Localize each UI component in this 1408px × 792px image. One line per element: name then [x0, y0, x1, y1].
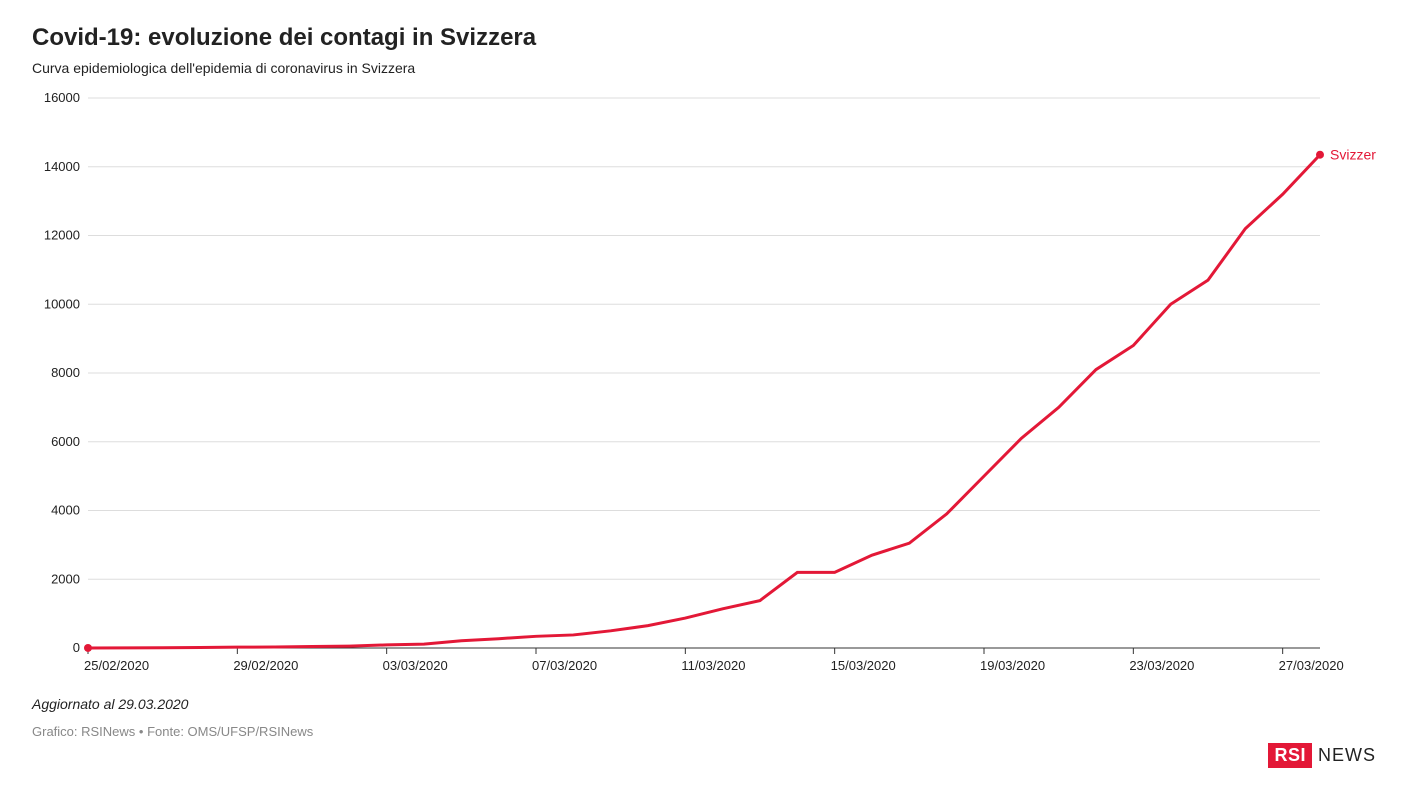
x-tick-label: 25/02/2020	[84, 658, 149, 673]
series-label: Svizzera	[1330, 147, 1376, 163]
x-tick-label: 15/03/2020	[831, 658, 896, 673]
series-line	[88, 155, 1320, 648]
logo-brand: RSI	[1268, 743, 1312, 768]
update-note: Aggiornato al 29.03.2020	[32, 696, 1376, 712]
y-tick-label: 6000	[51, 434, 80, 449]
x-tick-label: 27/03/2020	[1279, 658, 1344, 673]
y-tick-label: 12000	[44, 228, 80, 243]
x-tick-label: 19/03/2020	[980, 658, 1045, 673]
chart-title: Covid-19: evoluzione dei contagi in Sviz…	[32, 24, 1376, 52]
logo-suffix: NEWS	[1318, 745, 1376, 766]
chart-area: 0 2000 4000 6000 8000 10000 12000 14000 16000 25/…	[32, 88, 1376, 678]
y-tick-label: 4000	[51, 503, 80, 518]
y-tick-label: 16000	[44, 90, 80, 105]
x-tick-label: 07/03/2020	[532, 658, 597, 673]
y-tick-label: 2000	[51, 571, 80, 586]
x-tick-label: 03/03/2020	[383, 658, 448, 673]
x-tick-label: 23/03/2020	[1129, 658, 1194, 673]
y-tick-label: 14000	[44, 159, 80, 174]
chart-svg: 0 2000 4000 6000 8000 10000 12000 14000 16000 25/…	[32, 88, 1376, 678]
logo: RSI NEWS	[1268, 743, 1376, 768]
x-tick-label: 29/02/2020	[233, 658, 298, 673]
source-text: Grafico: RSINews • Fonte: OMS/UFSP/RSINe…	[32, 724, 1376, 739]
y-tick-label: 10000	[44, 296, 80, 311]
end-marker	[1316, 151, 1324, 159]
x-tick-label: 11/03/2020	[681, 658, 745, 673]
start-marker	[84, 644, 92, 652]
y-tick-label: 8000	[51, 365, 80, 380]
chart-footer: Aggiornato al 29.03.2020 Grafico: RSINew…	[32, 696, 1376, 739]
chart-subtitle: Curva epidemiologica dell'epidemia di co…	[32, 60, 1376, 76]
y-tick-label: 0	[73, 640, 80, 655]
